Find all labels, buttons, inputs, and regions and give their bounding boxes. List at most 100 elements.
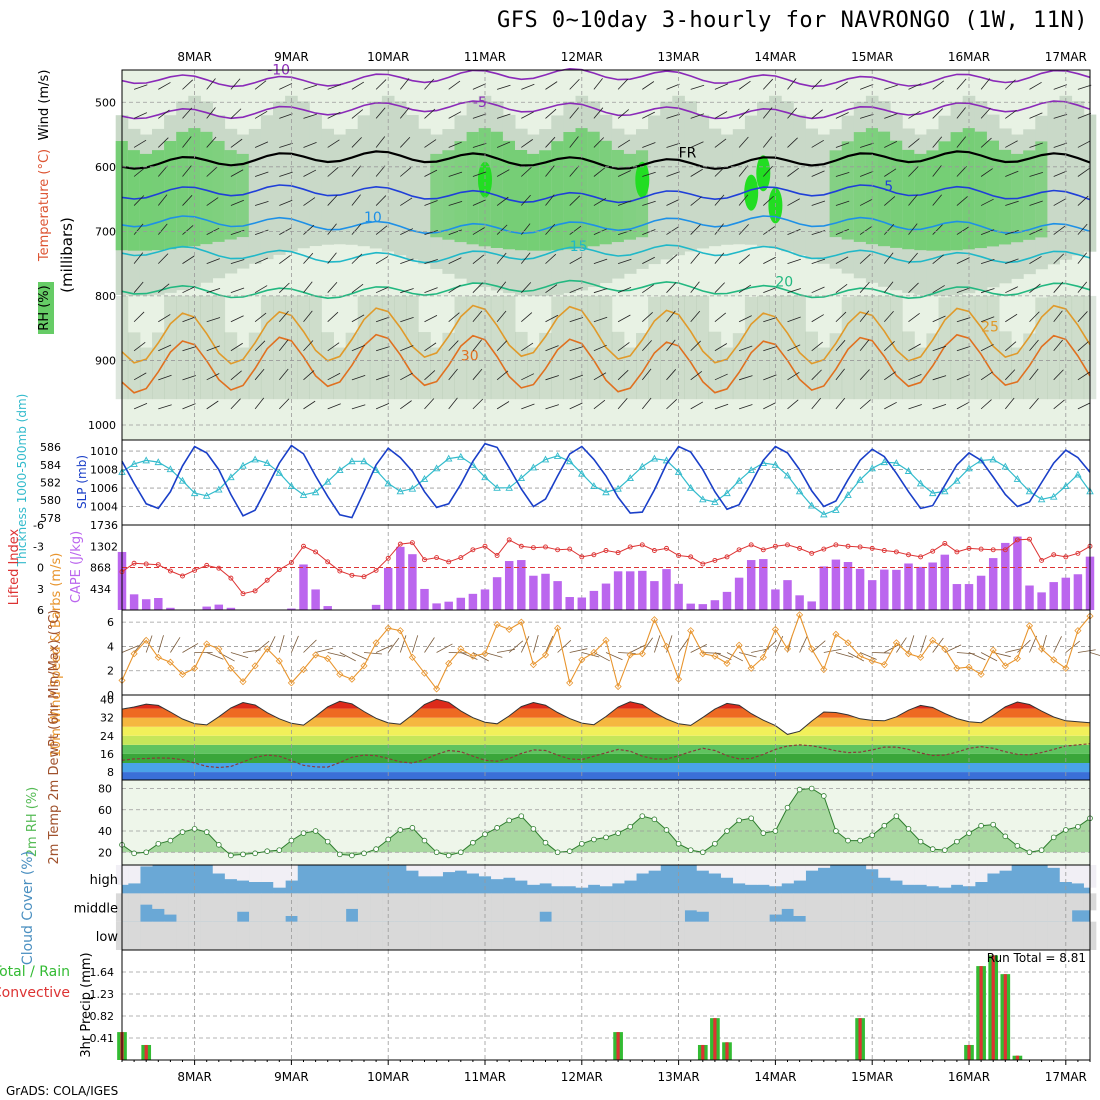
wind10-speed-point — [275, 657, 283, 665]
cloud-clear-segment — [648, 921, 661, 950]
wind10-speed-point — [227, 664, 235, 672]
wind-barb — [545, 108, 557, 119]
wind-barb — [835, 142, 850, 148]
wind-barb — [1077, 311, 1088, 322]
rh-shading-lower — [502, 295, 516, 400]
wind10-speed-point — [372, 639, 380, 647]
wind10-barb — [618, 652, 637, 654]
wind-barb — [303, 310, 313, 322]
cape-bar — [952, 584, 962, 610]
cape-bar — [843, 562, 853, 610]
isotherm-5 — [121, 184, 1091, 204]
wind-barb — [1053, 369, 1064, 381]
cloud-clear-segment — [357, 893, 371, 922]
wind-barb — [787, 228, 801, 235]
cloud-clear-segment — [128, 921, 141, 950]
rh-shading-lower — [1059, 295, 1073, 400]
wind-barb — [569, 402, 583, 410]
wind-tick-label: 6 — [107, 616, 114, 629]
cloud-clear-segment — [128, 893, 141, 922]
cape-bar — [202, 606, 211, 610]
top-day-label: 8MAR — [177, 50, 212, 64]
cloud-clear-segment — [261, 865, 274, 882]
cloud-clear-segment — [999, 893, 1012, 922]
wind-barb — [133, 341, 146, 352]
thickness-point — [953, 476, 961, 484]
cloud-clear-segment — [140, 865, 153, 867]
thickness-point — [1074, 470, 1082, 478]
isotherm-label: 5 — [884, 179, 893, 195]
cloud-clear-segment — [624, 865, 637, 881]
wind-barb — [327, 342, 340, 352]
lifted-tick-label: 3 — [37, 583, 44, 596]
wind10-barb — [375, 644, 393, 653]
cloud-clear-segment — [236, 893, 250, 912]
wind-barb — [1029, 81, 1042, 90]
lifted-index-point — [458, 555, 464, 561]
rh-shading-lower — [466, 295, 480, 400]
wind-barb — [763, 78, 774, 90]
rh2m-tick-label: 20 — [98, 846, 112, 859]
wind-barb — [1053, 339, 1063, 352]
cloud-clear-segment — [527, 865, 540, 885]
rh2m-point — [336, 851, 343, 858]
wind10-speed-point — [554, 624, 562, 632]
lifted-index-point — [1002, 547, 1008, 553]
wind-barb — [811, 341, 823, 352]
rh-shading-lower — [587, 295, 601, 400]
wind10-barb — [1089, 652, 1100, 656]
pressure-tick-label: 800 — [95, 290, 116, 303]
thickness-point — [505, 483, 513, 491]
thickness-point — [323, 477, 332, 485]
wind10-barb — [1053, 636, 1062, 653]
cape-bar — [468, 593, 478, 610]
wind-barb — [158, 314, 171, 323]
cape-tick-label: 1736 — [90, 519, 118, 532]
wind-barb — [569, 346, 584, 352]
rh-shading-moist — [962, 128, 976, 250]
cloud-clear-segment — [563, 921, 577, 950]
cloud-clear-segment — [733, 893, 746, 922]
cloud-clear-segment — [527, 893, 540, 922]
wind-barb — [545, 223, 556, 235]
wind-barb — [375, 79, 387, 90]
cloud-clear-segment — [1047, 865, 1061, 868]
wind-barb — [327, 167, 339, 177]
rh-saturated-patch — [635, 161, 650, 198]
thickness-point — [190, 489, 199, 497]
wind-barb — [472, 398, 484, 410]
wind10-speed-point — [662, 642, 671, 650]
wind10-barb — [823, 648, 842, 653]
wind-barb — [617, 398, 628, 410]
wind-barb — [1053, 198, 1067, 206]
thickness-point — [457, 452, 465, 460]
chart-title: GFS 0~10day 3-hourly for NAVRONGO (1W, 1… — [496, 8, 1088, 33]
top-day-label: 10MAR — [367, 50, 409, 64]
wind-barb — [811, 369, 822, 381]
rh-shading-moist — [466, 131, 480, 245]
wind-barb — [884, 310, 894, 322]
wind-barb — [738, 80, 751, 90]
cloud-clear-segment — [1023, 893, 1036, 922]
lifted-index-point — [506, 537, 512, 543]
wind10-barb — [884, 643, 901, 653]
wind10-barb — [872, 652, 891, 654]
lifted-index-point — [930, 548, 936, 554]
thickness-point — [928, 489, 937, 497]
wind10-barb — [920, 635, 927, 653]
wind10-barb — [738, 652, 757, 658]
lifted-index-point — [192, 567, 198, 573]
cloud-clear-segment — [442, 865, 456, 873]
cloud-clear-segment — [636, 921, 649, 950]
rh-shading-moist — [152, 150, 165, 251]
wind-barb — [1077, 281, 1088, 293]
rh2m-point — [216, 842, 222, 848]
wind-barb — [182, 255, 195, 264]
rh-shading-lower — [914, 347, 927, 400]
wind-barb — [327, 139, 340, 148]
thickness-point — [892, 459, 901, 466]
wind10-barb — [1077, 649, 1096, 653]
cloud-clear-segment — [757, 921, 770, 950]
cloud-clear-segment — [805, 921, 819, 950]
rh-shading-lower — [829, 333, 843, 400]
